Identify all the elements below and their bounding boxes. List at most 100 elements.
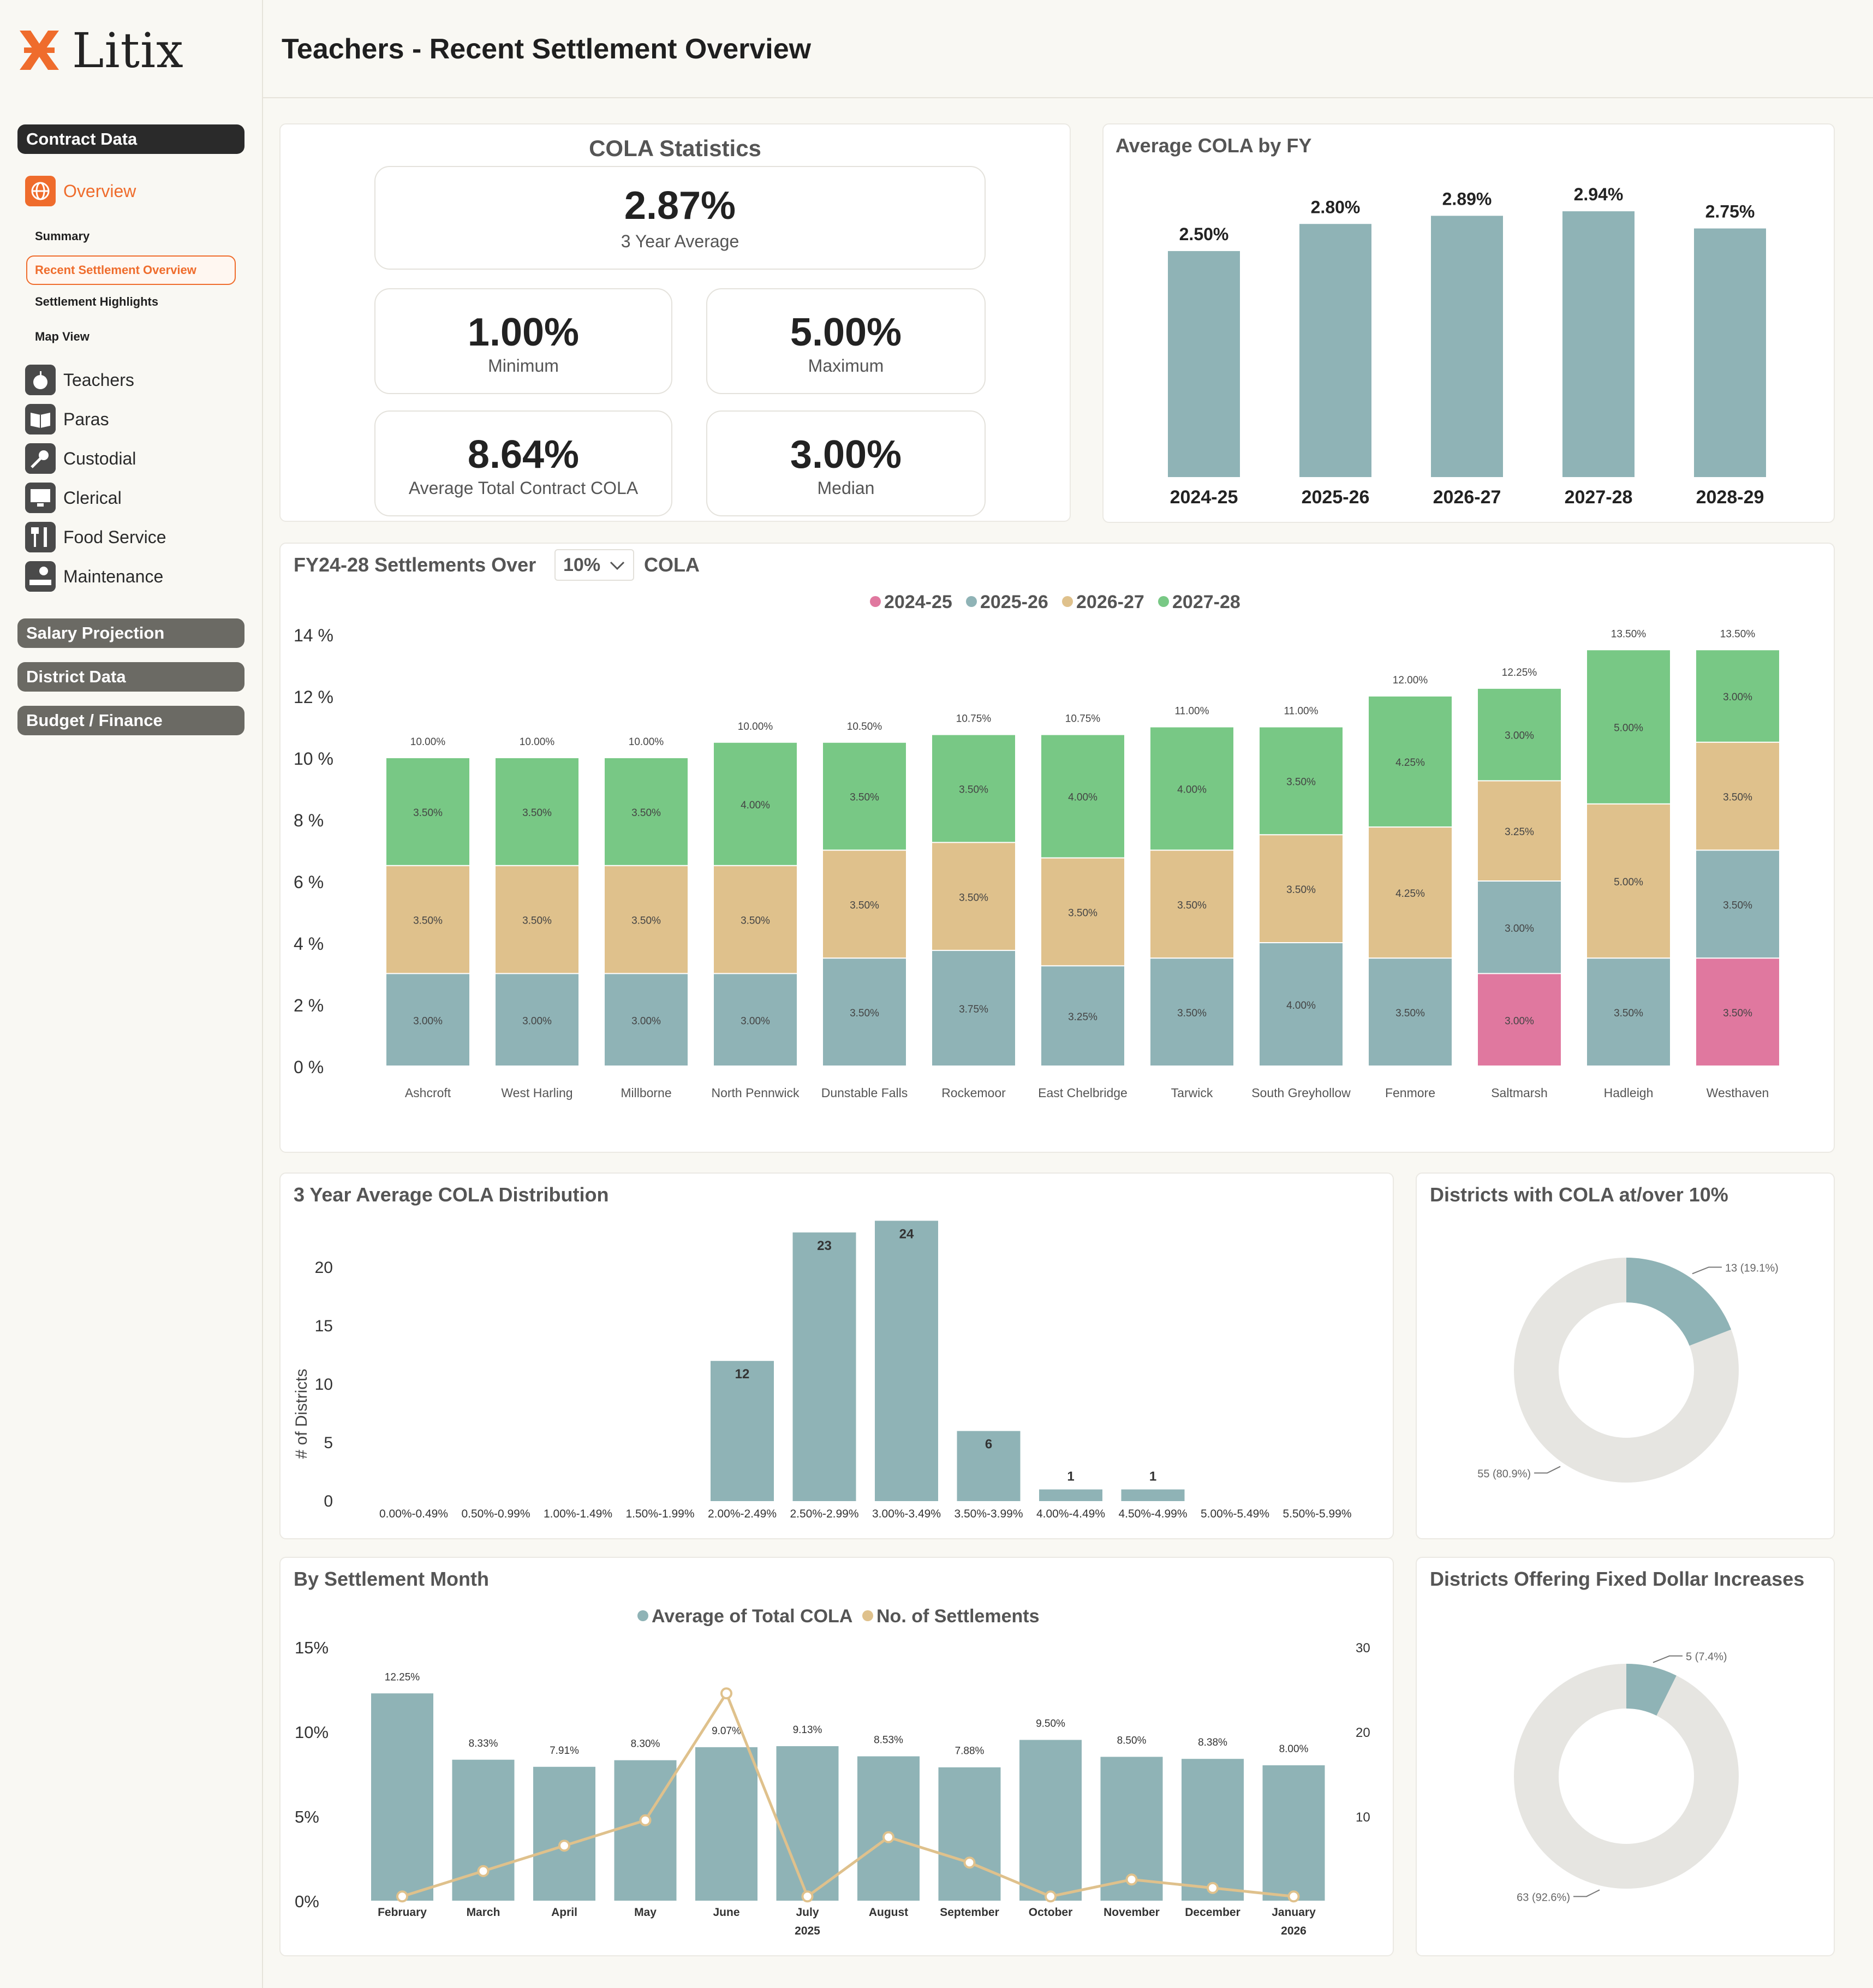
month-bar-label: 8.38% — [1198, 1737, 1227, 1748]
nav-food-service[interactable]: Food Service — [25, 522, 166, 552]
bin-label: 3.00%-3.49% — [872, 1508, 941, 1520]
chevron-down-icon — [610, 561, 625, 570]
segment-label: 5.00% — [1614, 723, 1643, 734]
stat-minimum: 1.00% Minimum — [374, 288, 672, 394]
brand-logo[interactable]: Litix — [19, 22, 184, 79]
avg-cola-fy-card: Average COLA by FY 2.50% 2024-25 2.80% 2025… — [1102, 123, 1835, 523]
bin-label: 4.50%-4.99% — [1118, 1508, 1187, 1520]
segment-label: 4.25% — [1395, 757, 1425, 769]
nav-food-service-label: Food Service — [63, 527, 166, 547]
legend-marker — [870, 596, 881, 607]
segment-label: 4.25% — [1395, 888, 1425, 900]
month-label: November — [1103, 1906, 1160, 1919]
donut-highlight-segment — [1626, 1664, 1677, 1716]
nav-settlement-highlights[interactable]: Settlement Highlights — [35, 295, 159, 308]
nav-teachers[interactable]: Teachers — [25, 365, 134, 395]
month-label: February — [378, 1906, 427, 1919]
donut-slice-leader — [1692, 1266, 1722, 1275]
nav-maintenance[interactable]: Maintenance — [25, 561, 163, 592]
stack-segment — [1150, 959, 1233, 1066]
stack-segment — [714, 974, 797, 1066]
district-name: West Harling — [501, 1086, 572, 1100]
stack-segment — [932, 951, 1015, 1066]
district-name: North Pennwick — [711, 1086, 800, 1100]
stat-minimum-value: 1.00% — [467, 311, 580, 354]
nav-clerical[interactable]: Clerical — [25, 483, 122, 513]
stack-segment — [1041, 858, 1124, 966]
month-label: December — [1185, 1906, 1240, 1919]
month-bar — [533, 1766, 595, 1901]
fy-axis-label: 2025-26 — [1302, 487, 1370, 508]
nav-overview[interactable]: Overview — [25, 176, 136, 206]
month-bar-label: 8.30% — [631, 1739, 660, 1750]
fixed-dollar-donut-chart: 5 (7.4%) 63 (92.6%) — [1514, 1651, 1739, 1903]
stat-median: 3.00% Median — [706, 410, 986, 516]
nav-summary[interactable]: Summary — [35, 229, 90, 243]
settlements-count-point — [639, 1814, 652, 1826]
y-tick-label: 0 % — [294, 1057, 324, 1077]
segment-label: 3.00% — [1505, 923, 1534, 935]
month-label: August — [869, 1906, 908, 1919]
month-bar-label: 8.53% — [874, 1735, 903, 1746]
segment-label: 3.00% — [1723, 692, 1752, 703]
district-name: Hadleigh — [1604, 1086, 1654, 1100]
nav-salary-projection[interactable]: Salary Projection — [17, 618, 244, 648]
y-axis-title: # of Districts — [293, 1368, 311, 1459]
segment-label: 3.50% — [1395, 1008, 1425, 1019]
legend-marker — [966, 596, 977, 607]
nav-recent-settlement-overview[interactable]: Recent Settlement Overview — [26, 255, 236, 285]
y-tick-label: 4 % — [294, 934, 324, 954]
bin-label: 4.00%-4.49% — [1036, 1508, 1105, 1520]
nav-custodial[interactable]: Custodial — [25, 443, 136, 474]
nav-budget-finance[interactable]: Budget / Finance — [17, 706, 244, 735]
settlements-count-point — [1125, 1873, 1138, 1886]
month-label: April — [551, 1906, 577, 1919]
legend-label: 2027-28 — [1172, 592, 1240, 612]
month-label: June — [713, 1906, 739, 1919]
histogram-bar — [1039, 1489, 1102, 1501]
total-label: 12.25% — [1502, 667, 1537, 678]
month-label: May — [634, 1906, 657, 1919]
stat-maximum: 5.00% Maximum — [706, 288, 986, 394]
distribution-title: 3 Year Average COLA Distribution — [294, 1183, 609, 1206]
legend-marker — [1158, 596, 1169, 607]
stack-segment — [823, 959, 906, 1066]
cola10-donut-title: Districts with COLA at/over 10% — [1430, 1183, 1728, 1206]
month-bar-label: 7.91% — [550, 1745, 579, 1757]
cola-threshold-value: 10% — [563, 554, 601, 575]
segment-label: 3.25% — [1068, 1011, 1097, 1023]
stack-segment — [1696, 742, 1779, 850]
y-right-tick: 20 — [1356, 1725, 1370, 1740]
fy-bar-label: 2.80% — [1311, 197, 1361, 217]
apple-icon — [25, 365, 56, 395]
total-label: 12.00% — [1393, 675, 1428, 686]
stat-median-value: 3.00% — [790, 433, 902, 477]
segment-label: 3.50% — [850, 900, 879, 911]
segment-label: 3.50% — [1723, 792, 1752, 803]
bin-label: 1.00%-1.49% — [544, 1508, 612, 1520]
stack-segment — [496, 758, 578, 865]
key-icon — [25, 443, 56, 474]
stack-segment — [1478, 882, 1561, 973]
nav-paras[interactable]: Paras — [25, 404, 109, 434]
bin-label: 2.00%-2.49% — [708, 1508, 777, 1520]
fork-knife-icon — [25, 522, 56, 552]
histogram-bar — [1121, 1489, 1185, 1501]
month-bar-label: 9.13% — [793, 1724, 822, 1736]
nav-map-view[interactable]: Map View — [35, 330, 90, 343]
stack-segment — [386, 974, 469, 1066]
distribution-card: 3 Year Average COLA Distribution # of Di… — [279, 1172, 1394, 1539]
cola-threshold-dropdown[interactable]: 10% — [554, 549, 634, 581]
y-tick-label: 0 — [324, 1492, 333, 1510]
legend-label: 2024-25 — [884, 592, 952, 612]
segment-label: 5.00% — [1614, 877, 1643, 888]
nav-district-data[interactable]: District Data — [17, 662, 244, 692]
total-label: 10.75% — [956, 713, 992, 725]
bar-count-label: 6 — [985, 1437, 992, 1452]
fy-bar — [1299, 224, 1371, 477]
stack-segment — [1587, 650, 1670, 803]
nav-contract-data[interactable]: Contract Data — [17, 124, 244, 154]
district-name: Tarwick — [1171, 1086, 1213, 1100]
y-left-tick: 15% — [295, 1638, 329, 1657]
segment-label: 4.00% — [741, 800, 770, 811]
